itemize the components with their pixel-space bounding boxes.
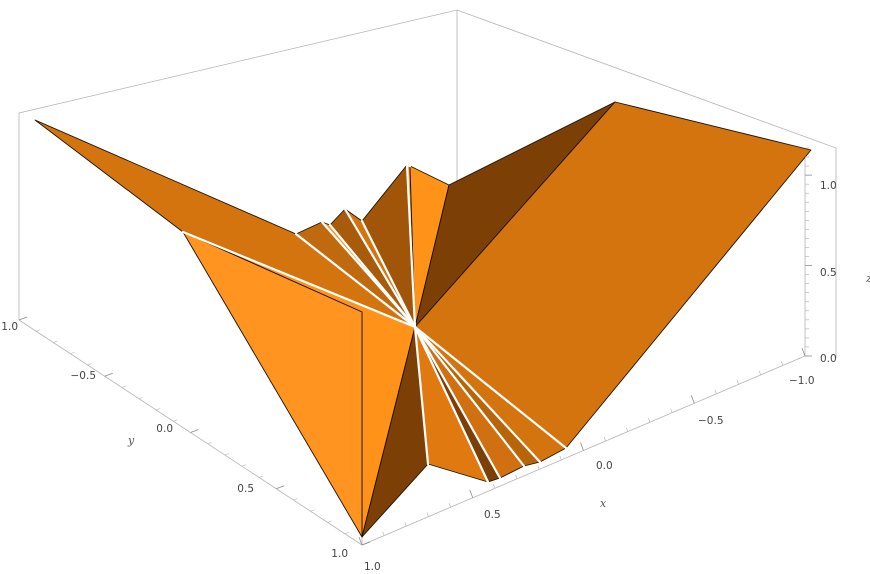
tick-mark (515, 474, 518, 479)
surface-seam (405, 163, 412, 168)
tick-mark (358, 536, 363, 546)
tick-mark (70, 351, 75, 355)
tick-mark (469, 489, 474, 498)
z-tick-label: 0.0 (820, 353, 837, 365)
surface-seam (413, 325, 502, 480)
tick-mark (327, 520, 332, 523)
surface-seam (360, 219, 417, 329)
y-tick-label: 1.0 (331, 548, 348, 560)
axis-ticks (18, 147, 812, 546)
z-tick-label: 1.0 (820, 180, 837, 192)
surface-seam (294, 232, 417, 329)
tick-mark (448, 503, 451, 508)
surface-faces (34, 101, 812, 538)
x-tick-label: 0.0 (596, 460, 613, 472)
tick-mark (310, 509, 315, 512)
tick-mark (537, 465, 540, 470)
tick-mark (276, 485, 285, 490)
x-tick-label: −0.5 (698, 415, 724, 427)
z-tick-label: 0.5 (820, 267, 837, 279)
tick-mark (626, 427, 629, 432)
tick-mark (382, 531, 385, 536)
surface-face (182, 231, 363, 538)
tick-mark (603, 436, 606, 442)
tick-mark (121, 385, 127, 388)
tick-mark (559, 455, 562, 461)
tick-mark (404, 521, 407, 527)
tick-mark (207, 441, 212, 445)
tick-mark (758, 370, 761, 376)
z-axis-label: z (865, 272, 870, 285)
surface-seam (405, 163, 417, 329)
surface-seams (181, 163, 568, 484)
tick-mark (690, 395, 695, 404)
tick-mark (87, 363, 92, 366)
tick-mark (781, 361, 784, 366)
surface-seam (413, 325, 542, 464)
tick-mark (670, 408, 673, 413)
tick-mark (138, 396, 144, 400)
tick-mark (241, 464, 247, 467)
surface-seam (413, 325, 526, 468)
y-tick-label: −1.0 (0, 321, 18, 333)
x-tick-label: −1.0 (789, 375, 815, 387)
tick-mark (736, 380, 739, 385)
y-axis-label: y (127, 434, 135, 447)
surface-seam (413, 325, 490, 484)
tick-mark (36, 329, 41, 332)
x-axis-label: x (600, 497, 607, 510)
tick-mark (258, 475, 264, 478)
tick-mark (801, 347, 806, 357)
tick-mark (493, 484, 496, 489)
tick-mark (53, 340, 58, 343)
tick-mark (361, 541, 371, 546)
tick-mark (580, 442, 584, 451)
tick-mark (344, 531, 349, 535)
x-tick-label: 0.5 (484, 509, 501, 521)
surface-seam (328, 223, 417, 329)
surface-seam (181, 230, 417, 329)
tick-mark (156, 408, 161, 411)
tick-mark (173, 419, 178, 422)
tick-mark (426, 512, 429, 517)
tick-mark (714, 389, 717, 394)
tick-mark (190, 429, 199, 433)
x-tick-label: 1.0 (364, 561, 381, 573)
surface-seam (413, 325, 430, 466)
y-tick-label: 0.5 (237, 483, 254, 495)
y-tick-label: 0.0 (156, 423, 173, 435)
tick-mark (104, 372, 113, 377)
y-tick-label: −0.5 (71, 370, 97, 382)
tick-mark (224, 453, 229, 456)
tick-mark (648, 418, 651, 423)
surface-seam (413, 325, 568, 450)
tick-mark (293, 498, 298, 501)
surface-seam (343, 207, 417, 329)
tick-mark (18, 316, 28, 321)
